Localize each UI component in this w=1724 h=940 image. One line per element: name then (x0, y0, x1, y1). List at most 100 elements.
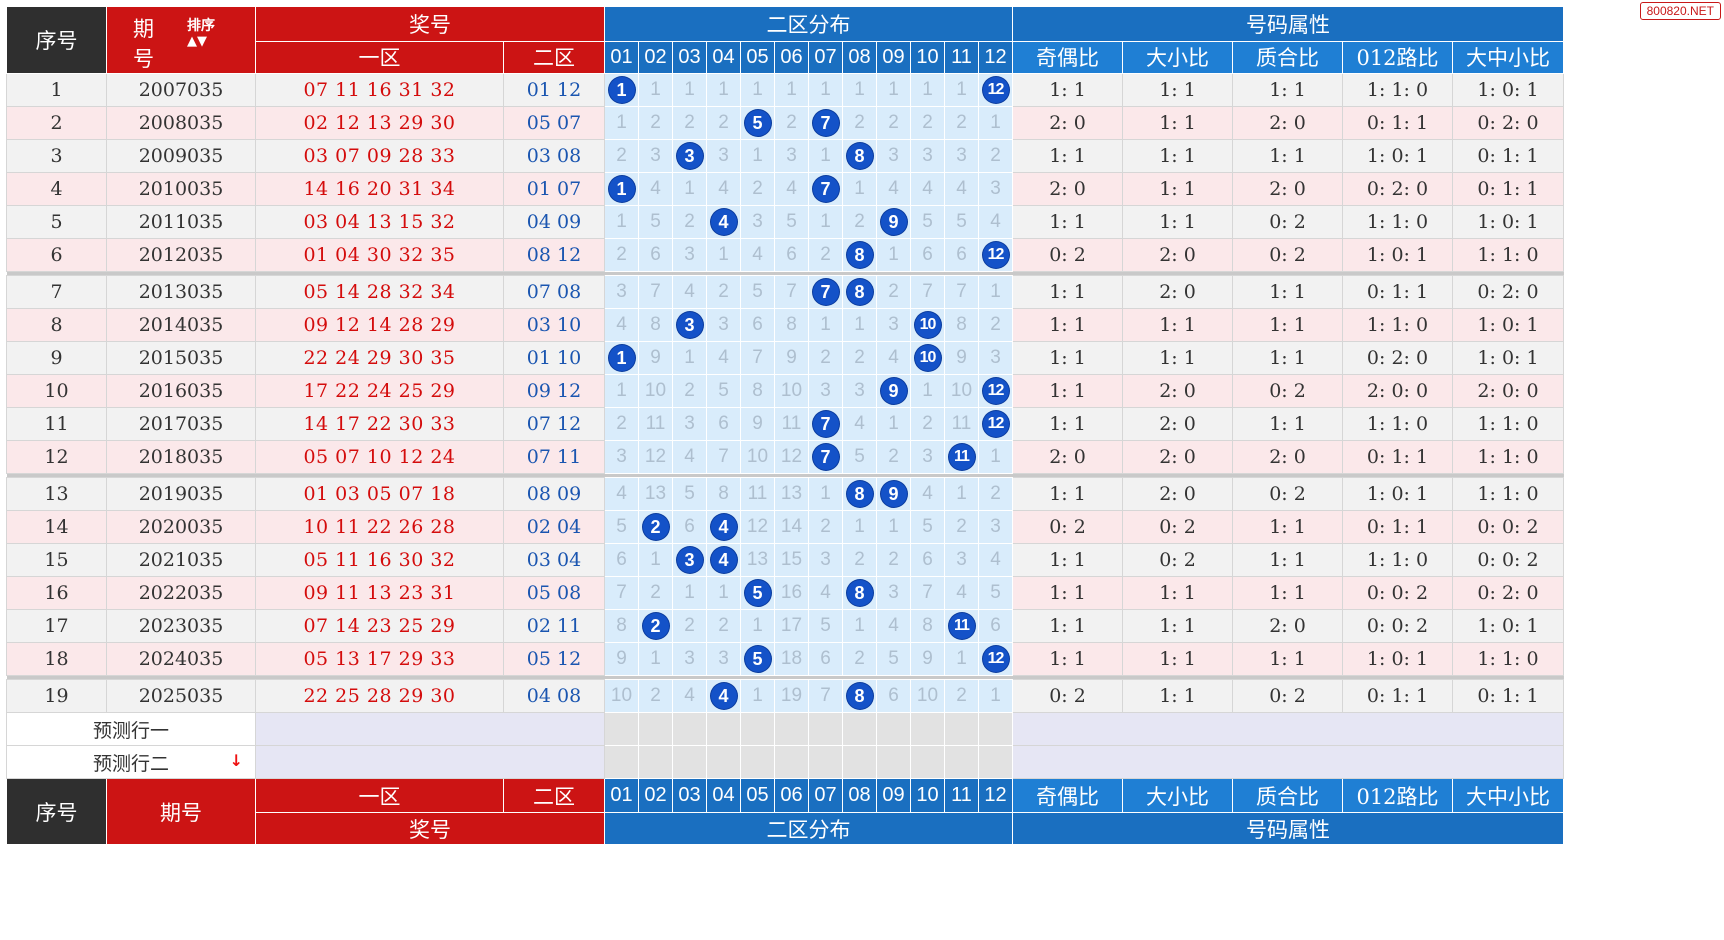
predict-dist-cell[interactable] (706, 712, 741, 746)
predict-dist-cell[interactable] (638, 712, 673, 746)
predict-dist-cell[interactable] (672, 745, 707, 779)
hit-ball: 2 (642, 613, 669, 639)
predict-dist-cell[interactable] (910, 712, 945, 746)
footer-dist-col-header: 06 (774, 778, 809, 813)
dist-cell: 3 (978, 341, 1013, 375)
attr-cell: 1: 0: 1 (1452, 73, 1564, 107)
attr-cell: 0: 2 (1232, 205, 1343, 239)
predict-dist-cell[interactable] (774, 745, 809, 779)
predict-dist-cell[interactable] (808, 745, 843, 779)
dist-cell: 7 (910, 576, 945, 610)
dist-cell: 1 (944, 73, 979, 107)
dist-col-header: 09 (876, 40, 911, 74)
predict-row-label[interactable]: 预测行二 ↓ (6, 745, 256, 779)
hit-ball: 5 (744, 110, 771, 136)
attr-cell: 1: 1 (1232, 73, 1343, 107)
footer-zone2: 二区 (503, 778, 605, 813)
attr-cell: 2: 0 (1012, 106, 1123, 140)
predict-dist-cell[interactable] (774, 712, 809, 746)
attr-cell: 0: 0: 2 (1342, 576, 1453, 610)
footer-dist-col-header: 07 (808, 778, 843, 813)
attr-cell: 1: 1 (1012, 73, 1123, 107)
predict-dist-cell[interactable] (740, 745, 775, 779)
dist-cell: 1 (672, 341, 707, 375)
predict-attr-cell (1012, 745, 1564, 779)
dist-cell: 2 (808, 341, 843, 375)
row-period: 2013035 (106, 275, 256, 309)
dist-cell: 3 (672, 543, 707, 577)
dist-cell: 1 (876, 238, 911, 272)
attr-cell: 2: 0: 0 (1452, 374, 1564, 408)
predict-dist-cell[interactable] (944, 712, 979, 746)
dist-cell: 2 (944, 106, 979, 140)
sort-arrows-icon[interactable]: ▲▼ (187, 34, 207, 49)
dist-cell: 3 (774, 139, 809, 173)
predict-dist-cell[interactable] (910, 745, 945, 779)
attr-cell: 1: 1: 0 (1452, 407, 1564, 441)
arrow-down-icon[interactable]: ↓ (229, 751, 243, 770)
dist-cell: 4 (604, 477, 639, 511)
row-zone1-numbers: 03 07 09 28 33 (255, 139, 504, 173)
footer-attr-col-header: 奇偶比 (1012, 778, 1123, 813)
dist-cell: 4 (672, 440, 707, 474)
row-zone2-numbers: 04 08 (503, 679, 605, 713)
dist-cell: 2 (808, 238, 843, 272)
table-row: 5 2011035 03 04 13 15 32 04 09 1 5 2 4 3 5 1 2 9 5 5 4 1… (6, 205, 1564, 239)
predict-zone-cell[interactable] (255, 745, 605, 779)
dist-col-header: 07 (808, 40, 843, 74)
dist-cell: 3 (808, 543, 843, 577)
dist-cell: 2 (706, 609, 741, 643)
predict-dist-cell[interactable] (876, 745, 911, 779)
predict-dist-cell[interactable] (842, 712, 877, 746)
hit-ball: 11 (948, 444, 975, 470)
sort-label[interactable]: 排序 (187, 18, 215, 34)
row-seq: 17 (6, 609, 107, 643)
predict-dist-cell[interactable] (876, 712, 911, 746)
predict-dist-cell[interactable] (604, 712, 639, 746)
predict-zone-cell[interactable] (255, 712, 605, 746)
dist-cell: 2 (638, 106, 673, 140)
dist-cell: 5 (808, 609, 843, 643)
predict-dist-cell[interactable] (706, 745, 741, 779)
dist-cell: 8 (842, 576, 877, 610)
dist-cell: 4 (672, 679, 707, 713)
predict-row-label[interactable]: 预测行一 (6, 712, 256, 746)
predict-dist-cell[interactable] (978, 745, 1013, 779)
row-seq: 16 (6, 576, 107, 610)
dist-cell: 1 (978, 106, 1013, 140)
row-zone2-numbers: 08 09 (503, 477, 605, 511)
dist-cell: 8 (944, 308, 979, 342)
attr-cell: 1: 1 (1122, 139, 1233, 173)
hit-ball: 5 (744, 580, 771, 606)
predict-dist-cell[interactable] (978, 712, 1013, 746)
predict-dist-cell[interactable] (944, 745, 979, 779)
dist-cell: 12 (978, 238, 1013, 272)
predict-dist-cell[interactable] (740, 712, 775, 746)
attr-cell: 1: 1 (1232, 308, 1343, 342)
attr-cell: 1: 1: 0 (1452, 238, 1564, 272)
predict-dist-cell[interactable] (672, 712, 707, 746)
dist-cell: 7 (808, 275, 843, 309)
dist-cell: 19 (774, 679, 809, 713)
dist-cell: 10 (774, 374, 809, 408)
row-separator-cell (6, 271, 1564, 276)
predict-dist-cell[interactable] (842, 745, 877, 779)
footer-dist-col-header: 10 (910, 778, 945, 813)
dist-cell: 5 (740, 106, 775, 140)
attr-cell: 2: 0 (1122, 238, 1233, 272)
predict-dist-cell[interactable] (808, 712, 843, 746)
dist-cell: 8 (842, 238, 877, 272)
predict-label-text: 预测行一 (92, 719, 169, 742)
predict-dist-cell[interactable] (638, 745, 673, 779)
dist-cell: 3 (604, 440, 639, 474)
predict-dist-cell[interactable] (604, 745, 639, 779)
hit-ball: 5 (744, 646, 771, 672)
row-zone1-numbers: 14 17 22 30 33 (255, 407, 504, 441)
dist-cell: 1 (944, 642, 979, 676)
header-period-sortable[interactable]: 期 号 排序 ▲▼ (106, 6, 256, 74)
header-period-bottom: 号 (133, 47, 154, 71)
row-seq: 12 (6, 440, 107, 474)
dist-cell: 7 (808, 679, 843, 713)
row-zone2-numbers: 05 12 (503, 642, 605, 676)
dist-cell: 2 (604, 139, 639, 173)
